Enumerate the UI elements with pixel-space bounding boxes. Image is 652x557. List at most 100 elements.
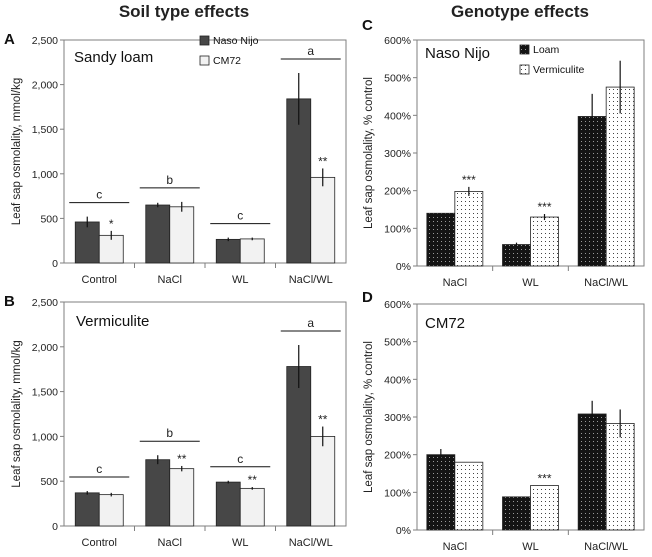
group-letter: c (96, 188, 102, 202)
panel-c: 0% 100% 200% 300% 400% 500% 600% Leaf sap osmol… (362, 17, 645, 289)
bar-cm72 (98, 234, 124, 264)
y-tick-label: 2,000 (32, 80, 58, 92)
y-tick-label: 500% (384, 73, 411, 85)
y-tick-label: 400% (384, 374, 411, 386)
y-tick-label: 600% (384, 35, 411, 47)
significance-mark: *** (537, 472, 551, 486)
bar-vermiculite (454, 191, 484, 267)
group-letter: a (307, 44, 314, 58)
y-tick-label: 100% (384, 487, 411, 499)
legend: Loam Vermiculite (519, 44, 585, 76)
y-tick-label: 1,500 (32, 124, 58, 136)
x-tick-label: NaCl/WL (289, 537, 333, 549)
y-tick-label: 2,500 (32, 297, 58, 309)
soil-section-title: Soil type effects (119, 2, 249, 21)
x-tick-label: NaCl (443, 541, 467, 553)
x-tick-label: NaCl (158, 274, 182, 286)
legend-swatch (199, 55, 210, 66)
bar-vermiculite (454, 461, 484, 531)
bar-cm72 (169, 206, 195, 264)
bar-cm72 (98, 494, 124, 527)
chart-panels: 0 500 1,000 1,500 2,000 2,500 Leaf sap osmolal… (4, 17, 645, 553)
bar-loam (502, 244, 531, 267)
bar-naso-nijo (145, 459, 171, 527)
significance-mark: ** (318, 154, 328, 168)
genotype-section-title: Genotype effects (451, 2, 589, 21)
y-tick-label: 200% (384, 186, 411, 198)
group-letter: c (237, 209, 243, 223)
significance-mark: ** (318, 413, 328, 427)
x-tick-label: WL (522, 277, 539, 289)
x-tick-label: WL (232, 537, 249, 549)
y-tick-label: 500 (40, 476, 58, 488)
x-tick-label: WL (232, 274, 249, 286)
legend-label: CM72 (213, 55, 241, 67)
panel-title: CM72 (425, 315, 465, 332)
x-tick-label: Control (82, 537, 117, 549)
y-tick-label: 300% (384, 412, 411, 424)
y-tick-label: 600% (384, 299, 411, 311)
y-axis-label: Leaf sap osmolality, % control (363, 77, 375, 229)
panel-a: 0 500 1,000 1,500 2,000 2,500 Leaf sap osmolal… (4, 31, 347, 286)
bar-cm72 (239, 487, 265, 527)
y-axis-label: Leaf sap osmolality, mmol/kg (11, 340, 23, 487)
legend-swatch (519, 44, 530, 55)
bar-loam (426, 454, 456, 531)
panel-b: 0 500 1,000 1,500 2,000 2,500 Leaf sap osmolal… (4, 293, 347, 549)
x-tick-label: NaCl/WL (584, 277, 628, 289)
group-letter: b (166, 426, 173, 440)
y-tick-label: 400% (384, 110, 411, 122)
bar-naso-nijo (286, 98, 312, 264)
y-tick-label: 500 (40, 213, 58, 225)
bar-vermiculite (530, 485, 559, 531)
panel-title: Vermiculite (76, 313, 149, 330)
legend: Naso Nijo CM72 (199, 35, 259, 67)
y-tick-label: 0% (396, 261, 411, 273)
significance-mark: *** (462, 173, 476, 187)
y-axis-label: Leaf sap osmolality, mmol/kg (11, 78, 23, 225)
bar-naso-nijo (215, 481, 241, 527)
legend-label: Vermiculite (533, 64, 585, 76)
y-tick-label: 1,000 (32, 431, 58, 443)
panel-letter: A (4, 31, 15, 48)
y-tick-label: 300% (384, 148, 411, 160)
panel-letter: D (362, 289, 373, 306)
x-tick-label: WL (522, 541, 539, 553)
legend-label: Naso Nijo (213, 35, 259, 47)
bar-cm72 (310, 435, 336, 527)
bar-vermiculite (530, 216, 559, 267)
bar-naso-nijo (74, 221, 100, 264)
significance-mark: *** (537, 200, 551, 214)
significance-mark: ** (177, 452, 187, 466)
y-tick-label: 1,500 (32, 387, 58, 399)
y-tick-label: 1,000 (32, 169, 58, 181)
group-letter: c (96, 462, 102, 476)
significance-mark: * (109, 217, 114, 231)
bar-loam (577, 413, 607, 531)
y-tick-label: 100% (384, 223, 411, 235)
bar-naso-nijo (286, 366, 312, 527)
y-tick-label: 2,500 (32, 35, 58, 47)
bar-vermiculite (605, 423, 635, 531)
y-tick-label: 0 (52, 521, 58, 533)
significance-mark: ** (248, 473, 258, 487)
group-letter: b (166, 173, 173, 187)
panel-letter: B (4, 293, 15, 310)
group-letter: a (307, 316, 314, 330)
panel-title: Sandy loam (74, 49, 153, 66)
panel-title: Naso Nijo (425, 45, 490, 62)
bar-loam (502, 496, 531, 531)
bar-loam (426, 212, 456, 267)
bar-naso-nijo (74, 492, 100, 527)
x-tick-label: Control (82, 274, 117, 286)
x-tick-label: NaCl/WL (289, 274, 333, 286)
y-axis-label: Leaf sap osmolality, % control (363, 341, 375, 493)
panel-d: 0% 100% 200% 300% 400% 500% 600% Leaf sap osmol… (362, 289, 645, 553)
y-tick-label: 0 (52, 258, 58, 270)
legend-swatch (519, 64, 530, 75)
panel-letter: C (362, 17, 373, 34)
bar-cm72 (310, 176, 336, 264)
x-tick-label: NaCl (158, 537, 182, 549)
group-letter: c (237, 452, 243, 466)
